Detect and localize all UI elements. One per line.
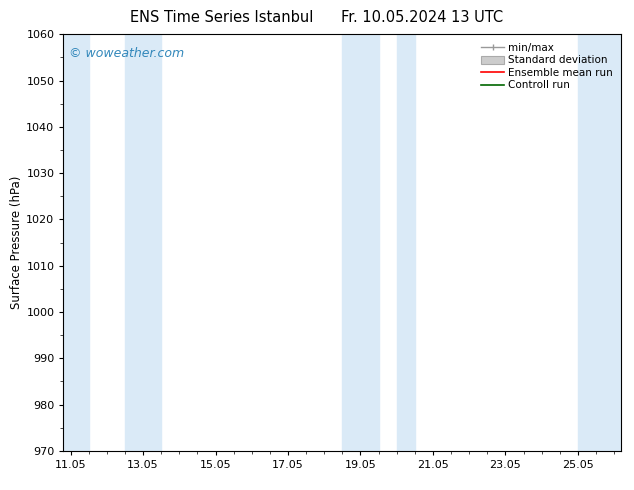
Legend: min/max, Standard deviation, Ensemble mean run, Controll run: min/max, Standard deviation, Ensemble me… bbox=[478, 40, 616, 94]
Y-axis label: Surface Pressure (hPa): Surface Pressure (hPa) bbox=[11, 176, 23, 309]
Text: ENS Time Series Istanbul      Fr. 10.05.2024 13 UTC: ENS Time Series Istanbul Fr. 10.05.2024 … bbox=[131, 10, 503, 25]
Bar bbox=[578, 34, 621, 451]
Text: © woweather.com: © woweather.com bbox=[69, 47, 184, 60]
Bar bbox=[63, 34, 89, 451]
Bar bbox=[342, 34, 378, 451]
Bar bbox=[397, 34, 415, 451]
Bar bbox=[125, 34, 161, 451]
